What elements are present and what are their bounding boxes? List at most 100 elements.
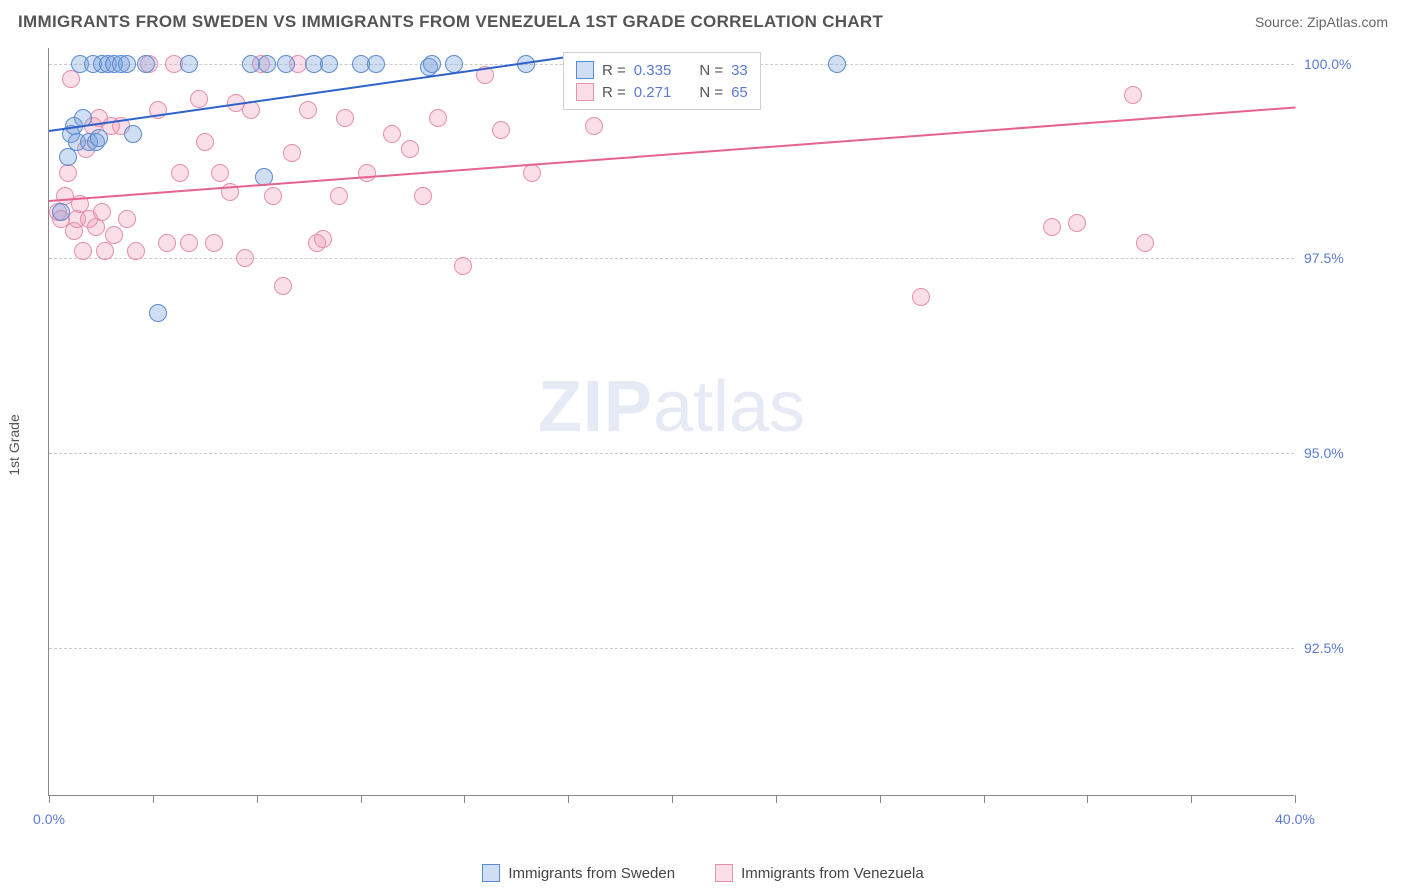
chart-container: 1st Grade ZIPatlas R = 0.335 N = 33 R = … bbox=[48, 48, 1396, 842]
ytick-label: 97.5% bbox=[1304, 250, 1374, 266]
venezuela-point bbox=[429, 109, 447, 127]
plot-area: ZIPatlas R = 0.335 N = 33 R = 0.271 N = … bbox=[48, 48, 1294, 796]
chart-title: IMMIGRANTS FROM SWEDEN VS IMMIGRANTS FRO… bbox=[18, 12, 883, 32]
sweden-point bbox=[90, 129, 108, 147]
venezuela-swatch-icon bbox=[576, 83, 594, 101]
venezuela-swatch-icon bbox=[715, 864, 733, 882]
venezuela-point bbox=[401, 140, 419, 158]
source-label: Source: bbox=[1255, 14, 1307, 30]
xtick bbox=[257, 795, 258, 803]
sweden-r-value: 0.335 bbox=[634, 62, 672, 79]
sweden-point bbox=[124, 125, 142, 143]
ytick-label: 92.5% bbox=[1304, 640, 1374, 656]
sweden-legend-label: Immigrants from Sweden bbox=[508, 865, 675, 882]
sweden-swatch-icon bbox=[482, 864, 500, 882]
n-prefix: N = bbox=[699, 62, 723, 79]
sweden-point bbox=[59, 148, 77, 166]
ytick-label: 100.0% bbox=[1304, 56, 1374, 72]
venezuela-point bbox=[383, 125, 401, 143]
sweden-n-value: 33 bbox=[731, 62, 748, 79]
r-prefix: R = bbox=[602, 84, 626, 101]
sweden-point bbox=[445, 55, 463, 73]
venezuela-point bbox=[283, 144, 301, 162]
venezuela-point bbox=[1136, 234, 1154, 252]
venezuela-point bbox=[454, 257, 472, 275]
sweden-point bbox=[258, 55, 276, 73]
stats-legend-row-venezuela: R = 0.271 N = 65 bbox=[576, 81, 748, 103]
venezuela-point bbox=[236, 249, 254, 267]
venezuela-point bbox=[1068, 214, 1086, 232]
venezuela-point bbox=[274, 277, 292, 295]
venezuela-point bbox=[190, 90, 208, 108]
venezuela-point bbox=[314, 230, 332, 248]
sweden-point bbox=[137, 55, 155, 73]
xtick bbox=[1191, 795, 1192, 803]
venezuela-point bbox=[127, 242, 145, 260]
ytick-label: 95.0% bbox=[1304, 445, 1374, 461]
venezuela-point bbox=[62, 70, 80, 88]
xtick bbox=[153, 795, 154, 803]
sweden-point bbox=[149, 304, 167, 322]
xtick bbox=[880, 795, 881, 803]
venezuela-point bbox=[105, 226, 123, 244]
venezuela-point bbox=[93, 203, 111, 221]
sweden-point bbox=[423, 55, 441, 73]
venezuela-point bbox=[414, 187, 432, 205]
xtick bbox=[464, 795, 465, 803]
source-name: ZipAtlas.com bbox=[1307, 14, 1388, 30]
stats-legend-row-sweden: R = 0.335 N = 33 bbox=[576, 59, 748, 81]
venezuela-point bbox=[180, 234, 198, 252]
venezuela-n-value: 65 bbox=[731, 84, 748, 101]
xtick-label: 40.0% bbox=[1275, 811, 1315, 827]
sweden-swatch-icon bbox=[576, 61, 594, 79]
xtick bbox=[672, 795, 673, 803]
xtick bbox=[49, 795, 50, 803]
sweden-point bbox=[277, 55, 295, 73]
venezuela-point bbox=[1043, 218, 1061, 236]
gridline bbox=[49, 453, 1294, 454]
r-prefix: R = bbox=[602, 62, 626, 79]
y-axis-label: 1st Grade bbox=[6, 414, 22, 475]
venezuela-point bbox=[330, 187, 348, 205]
venezuela-point bbox=[336, 109, 354, 127]
stats-legend-box: R = 0.335 N = 33 R = 0.271 N = 65 bbox=[563, 52, 761, 110]
venezuela-legend-label: Immigrants from Venezuela bbox=[741, 865, 924, 882]
venezuela-point bbox=[74, 242, 92, 260]
xtick bbox=[776, 795, 777, 803]
venezuela-point bbox=[1124, 86, 1142, 104]
venezuela-point bbox=[211, 164, 229, 182]
chart-source: Source: ZipAtlas.com bbox=[1255, 14, 1388, 30]
sweden-point bbox=[320, 55, 338, 73]
xtick bbox=[984, 795, 985, 803]
venezuela-point bbox=[492, 121, 510, 139]
venezuela-point bbox=[299, 101, 317, 119]
n-prefix: N = bbox=[699, 84, 723, 101]
venezuela-point bbox=[196, 133, 214, 151]
venezuela-point bbox=[264, 187, 282, 205]
venezuela-point bbox=[59, 164, 77, 182]
gridline bbox=[49, 648, 1294, 649]
watermark-atlas: atlas bbox=[653, 367, 805, 447]
venezuela-trendline bbox=[49, 106, 1295, 201]
venezuela-r-value: 0.271 bbox=[634, 84, 672, 101]
sweden-point bbox=[118, 55, 136, 73]
sweden-point bbox=[180, 55, 198, 73]
venezuela-point bbox=[523, 164, 541, 182]
sweden-point bbox=[828, 55, 846, 73]
venezuela-point bbox=[242, 101, 260, 119]
bottom-legend-venezuela: Immigrants from Venezuela bbox=[715, 864, 924, 882]
xtick bbox=[1295, 795, 1296, 803]
venezuela-point bbox=[585, 117, 603, 135]
watermark-zip: ZIP bbox=[538, 367, 653, 447]
xtick bbox=[568, 795, 569, 803]
bottom-legend-sweden: Immigrants from Sweden bbox=[482, 864, 675, 882]
sweden-point bbox=[52, 203, 70, 221]
venezuela-point bbox=[171, 164, 189, 182]
venezuela-point bbox=[205, 234, 223, 252]
xtick-label: 0.0% bbox=[33, 811, 65, 827]
venezuela-point bbox=[96, 242, 114, 260]
sweden-point bbox=[367, 55, 385, 73]
watermark: ZIPatlas bbox=[538, 366, 805, 448]
venezuela-point bbox=[87, 218, 105, 236]
venezuela-point bbox=[912, 288, 930, 306]
